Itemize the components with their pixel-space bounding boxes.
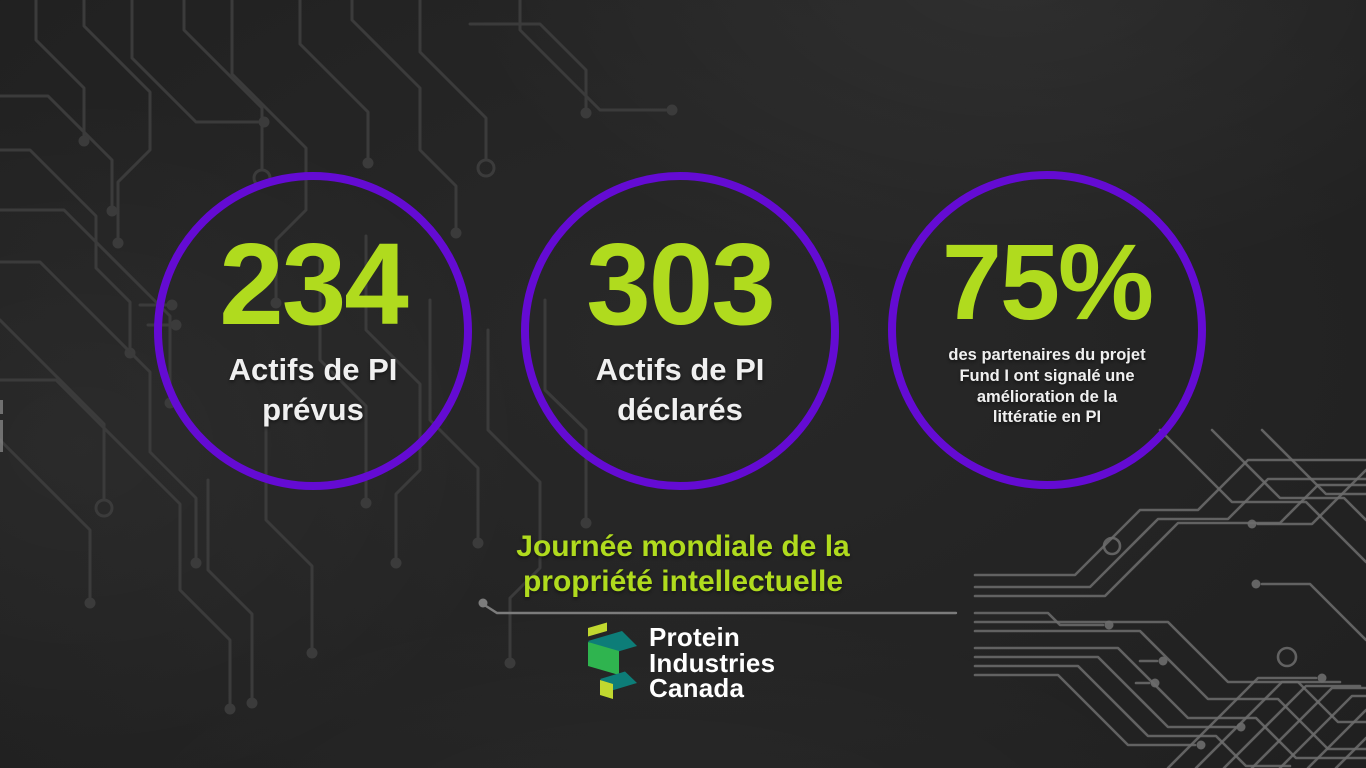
stat-label-line: littératie en PI bbox=[992, 408, 1102, 427]
stat-value: 234 bbox=[219, 219, 409, 350]
stat-label: des partenaires du projet Fund I ont sig… bbox=[948, 345, 1145, 428]
logo-wordmark-line: Canada bbox=[649, 673, 745, 703]
stat-label-line: des partenaires du projet bbox=[948, 346, 1146, 365]
stat-label: Actifs de PI déclarés bbox=[596, 350, 765, 431]
stat-circle-planned-ip-assets: 234 Actifs de PI prévus bbox=[154, 172, 472, 490]
stat-label-line: Actifs de PI bbox=[595, 352, 765, 388]
stat-label-line: Actifs de PI bbox=[228, 352, 398, 388]
stat-value: 303 bbox=[586, 219, 776, 350]
stat-label-line: prévus bbox=[262, 392, 364, 428]
campaign-title-line: Journée mondiale de la bbox=[516, 530, 850, 563]
stat-circle-declared-ip-assets: 303 Actifs de PI déclarés bbox=[521, 172, 839, 490]
logo-wordmark: Protein Industries Canada bbox=[649, 622, 776, 703]
stat-label-line: déclarés bbox=[617, 392, 743, 428]
campaign-title-line: propriété intellectuelle bbox=[522, 565, 844, 599]
logo-wordmark-line: Protein bbox=[649, 622, 740, 652]
stat-value: 75% bbox=[941, 220, 1154, 342]
stat-circle-ip-literacy-improvement: 75% des partenaires du projet Fund I ont… bbox=[888, 171, 1206, 489]
stat-label-line: amélioration de la bbox=[976, 387, 1118, 406]
stat-label-line: Fund I ont signalé une bbox=[959, 366, 1135, 385]
protein-industries-canada-logo: Protein Industries Canada bbox=[584, 621, 775, 709]
logo-wordmark-line: Industries bbox=[649, 647, 776, 678]
campaign-title: Journée mondiale de la propriété intelle… bbox=[0, 529, 1366, 599]
protein-industries-canada-logo-icon bbox=[588, 622, 637, 699]
heading-underline-trace bbox=[478, 598, 958, 615]
stat-label: Actifs de PI prévus bbox=[229, 350, 398, 431]
